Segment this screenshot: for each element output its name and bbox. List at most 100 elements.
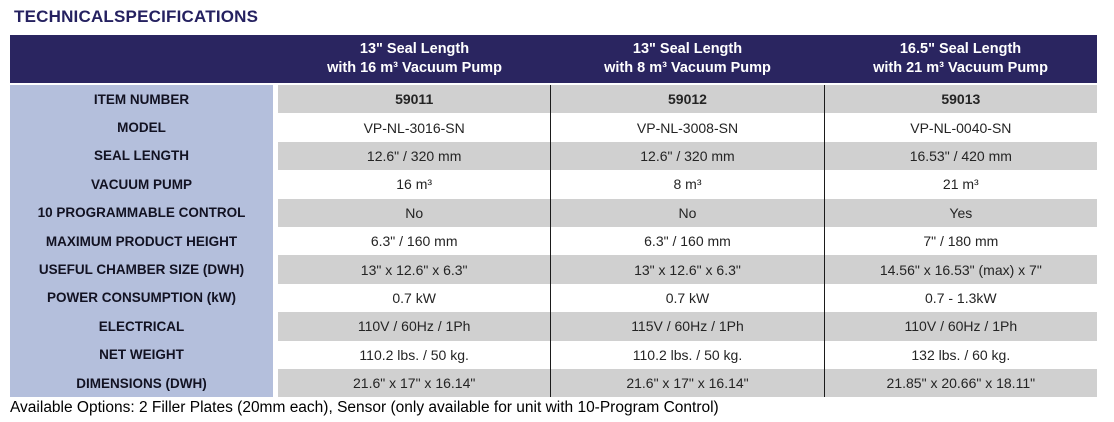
spec-value: 132 lbs. / 60 kg. xyxy=(911,346,1011,363)
column-divider xyxy=(550,283,552,313)
row-label: ITEM NUMBER xyxy=(10,85,273,114)
column-divider xyxy=(823,340,825,369)
spec-value: 110V / 60Hz / 1Ph xyxy=(824,312,1097,341)
column-gap xyxy=(273,340,278,369)
spec-table: 13" Seal Length with 16 m³ Vacuum Pump 1… xyxy=(10,35,1097,398)
column-gap xyxy=(273,368,278,398)
table-row-net-weight: NET WEIGHT 110.2 lbs. / 50 kg. 110.2 lbs… xyxy=(10,340,1097,369)
header-column-2-line2: with 8 m³ Vacuum Pump xyxy=(604,60,771,76)
spec-value: 12.6" / 320 mm xyxy=(551,141,824,171)
spec-value: 59011 xyxy=(278,85,551,114)
column-divider xyxy=(550,226,552,256)
table-row-item-number: ITEM NUMBER 59011 59012 59013 xyxy=(10,85,1097,114)
spec-value: 13" x 12.6" x 6.3" xyxy=(551,255,824,284)
column-divider xyxy=(550,340,552,369)
table-body: ITEM NUMBER 59011 59012 59013 MODEL VP-N… xyxy=(10,85,1097,398)
spec-value: 59013 xyxy=(824,85,1097,114)
row-label: MAXIMUM PRODUCT HEIGHT xyxy=(10,226,273,256)
column-gap xyxy=(273,312,278,341)
row-label: SEAL LENGTH xyxy=(10,141,273,171)
row-label: 10 PROGRAMMABLE CONTROL xyxy=(10,198,273,227)
row-label: ELECTRICAL xyxy=(10,312,273,341)
row-label: NET WEIGHT xyxy=(10,340,273,369)
spec-value: 110V / 60Hz / 1Ph xyxy=(278,312,551,341)
page-title: TECHNICALSPECIFICATIONS xyxy=(14,7,259,26)
table-row-useful-chamber-size: USEFUL CHAMBER SIZE (DWH) 13" x 12.6" x … xyxy=(10,255,1097,284)
column-divider xyxy=(550,85,552,114)
header-column-1: 13" Seal Length with 16 m³ Vacuum Pump xyxy=(278,35,551,83)
table-row-max-product-height: MAXIMUM PRODUCT HEIGHT 6.3" / 160 mm 6.3… xyxy=(10,226,1097,256)
table-row-electrical: ELECTRICAL 110V / 60Hz / 1Ph 115V / 60Hz… xyxy=(10,312,1097,341)
column-divider xyxy=(550,170,552,199)
spec-value: 21.85" x 20.66" x 18.11" xyxy=(824,368,1097,398)
spec-value: 110.2 lbs. / 50 kg. xyxy=(632,346,743,363)
column-gap xyxy=(273,198,278,227)
spec-value: 6.3" / 160 mm xyxy=(644,233,731,250)
table-row-power-consumption: POWER CONSUMPTION (kW) 0.7 kW 0.7 kW 0.7… xyxy=(10,283,1097,313)
column-divider xyxy=(550,255,552,284)
column-divider xyxy=(823,85,825,114)
spec-value: 16.53" / 420 mm xyxy=(824,141,1097,171)
column-divider xyxy=(550,113,552,142)
header-column-3: 16.5" Seal Length with 21 m³ Vacuum Pump xyxy=(824,35,1097,83)
header-column-3-line2: with 21 m³ Vacuum Pump xyxy=(873,60,1048,76)
table-header: 13" Seal Length with 16 m³ Vacuum Pump 1… xyxy=(10,35,1097,83)
column-divider xyxy=(550,198,552,227)
spec-value: 0.7 kW xyxy=(392,289,436,306)
spec-value: 21.6" x 17" x 16.14" xyxy=(278,368,551,398)
column-divider xyxy=(550,312,552,341)
spec-value: 12.6" / 320 mm xyxy=(278,141,551,171)
spec-value: 21 m³ xyxy=(942,176,979,193)
spec-value: 0.7 - 1.3kW xyxy=(925,289,997,306)
column-divider xyxy=(823,141,825,171)
spec-value: 8 m³ xyxy=(673,176,702,193)
column-divider xyxy=(823,312,825,341)
column-gap xyxy=(273,85,278,114)
column-divider xyxy=(823,113,825,142)
spec-value: 7" / 180 mm xyxy=(923,233,999,250)
available-options-note: Available Options: 2 Filler Plates (20mm… xyxy=(10,399,719,416)
column-gap xyxy=(273,141,278,171)
table-row-seal-length: SEAL LENGTH 12.6" / 320 mm 12.6" / 320 m… xyxy=(10,141,1097,171)
column-divider xyxy=(823,255,825,284)
spec-value: 13" x 12.6" x 6.3" xyxy=(278,255,551,284)
row-label: MODEL xyxy=(10,113,273,142)
table-row-model: MODEL VP-NL-3016-SN VP-NL-3008-SN VP-NL-… xyxy=(10,113,1097,142)
row-label: DIMENSIONS (DWH) xyxy=(10,368,273,398)
spec-value: 21.6" x 17" x 16.14" xyxy=(551,368,824,398)
header-column-2: 13" Seal Length with 8 m³ Vacuum Pump xyxy=(551,35,824,83)
spec-value: 115V / 60Hz / 1Ph xyxy=(551,312,824,341)
header-column-3-line1: 16.5" Seal Length xyxy=(899,40,1022,57)
row-label: VACUUM PUMP xyxy=(10,170,273,199)
spec-value: 16 m³ xyxy=(396,176,433,193)
spec-value: VP-NL-0040-SN xyxy=(910,119,1012,136)
table-row-dimensions: DIMENSIONS (DWH) 21.6" x 17" x 16.14" 21… xyxy=(10,368,1097,398)
spec-value: 6.3" / 160 mm xyxy=(370,233,458,250)
column-gap xyxy=(273,283,278,313)
row-label: USEFUL CHAMBER SIZE (DWH) xyxy=(10,255,273,284)
header-column-1-line2: with 16 m³ Vacuum Pump xyxy=(327,60,502,76)
table-row-programmable-control: 10 PROGRAMMABLE CONTROL No No Yes xyxy=(10,198,1097,227)
column-divider xyxy=(823,170,825,199)
column-divider xyxy=(823,226,825,256)
column-gap xyxy=(273,226,278,256)
header-column-2-line1: 13" Seal Length xyxy=(632,40,743,57)
spec-value: 14.56" x 16.53" (max) x 7" xyxy=(824,255,1097,284)
column-divider xyxy=(823,368,825,398)
column-gap xyxy=(273,170,278,199)
column-divider xyxy=(823,198,825,227)
header-column-1-line1: 13" Seal Length xyxy=(359,40,470,57)
spec-value: No xyxy=(551,198,824,227)
spec-value: Yes xyxy=(824,198,1097,227)
spec-value: 59012 xyxy=(551,85,824,114)
column-gap xyxy=(273,113,278,142)
column-divider xyxy=(550,368,552,398)
spec-value: VP-NL-3016-SN xyxy=(363,119,465,136)
row-label: POWER CONSUMPTION (kW) xyxy=(10,283,273,313)
header-spacer xyxy=(10,35,278,83)
column-divider xyxy=(550,141,552,171)
spec-value: No xyxy=(278,198,551,227)
spec-value: VP-NL-3008-SN xyxy=(636,119,739,136)
column-gap xyxy=(273,255,278,284)
spec-value: 0.7 kW xyxy=(665,289,710,306)
